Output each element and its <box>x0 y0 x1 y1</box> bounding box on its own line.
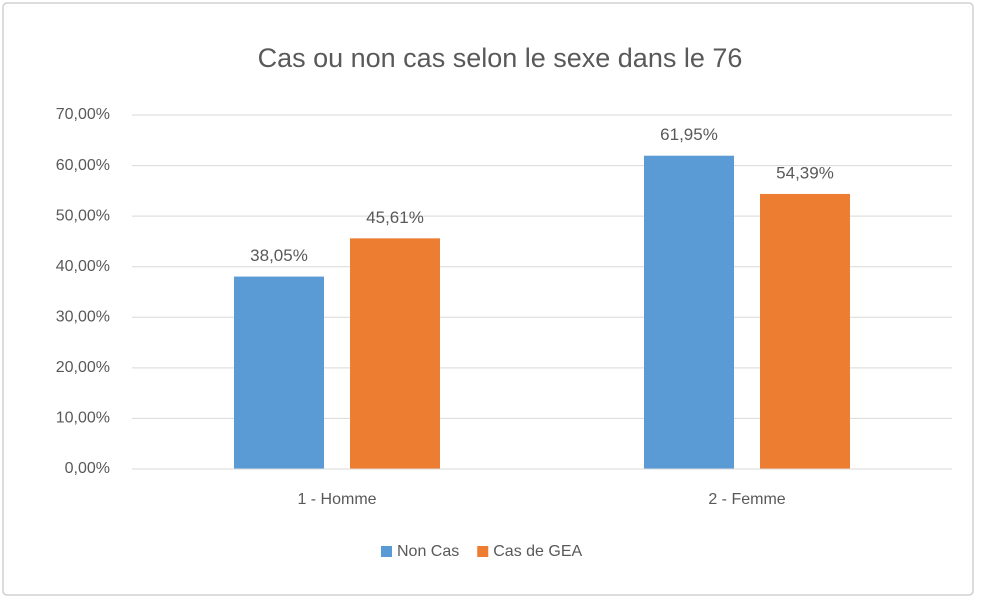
x-tick-label: 1 - Homme <box>297 491 376 508</box>
chart-title: Cas ou non cas selon le sexe dans le 76 <box>258 43 743 73</box>
data-label: 38,05% <box>250 246 308 265</box>
legend-label: Cas de GEA <box>493 543 582 560</box>
y-tick-label: 10,00% <box>56 410 110 427</box>
data-label: 61,95% <box>660 125 718 144</box>
y-tick-label: 30,00% <box>56 309 110 326</box>
y-tick-label: 50,00% <box>56 207 110 224</box>
y-tick-label: 70,00% <box>56 106 110 123</box>
bar <box>644 155 734 469</box>
bar <box>350 238 440 469</box>
data-label: 45,61% <box>366 208 424 227</box>
data-label: 54,39% <box>776 163 834 182</box>
y-tick-label: 0,00% <box>65 460 110 477</box>
y-tick-label: 60,00% <box>56 157 110 174</box>
y-tick-label: 40,00% <box>56 258 110 275</box>
legend-label: Non Cas <box>397 543 459 560</box>
y-tick-label: 20,00% <box>56 359 110 376</box>
bar <box>234 276 324 469</box>
x-tick-label: 2 - Femme <box>708 491 785 508</box>
legend-swatch <box>381 546 392 557</box>
bar <box>760 193 850 469</box>
legend-swatch <box>477 546 489 557</box>
